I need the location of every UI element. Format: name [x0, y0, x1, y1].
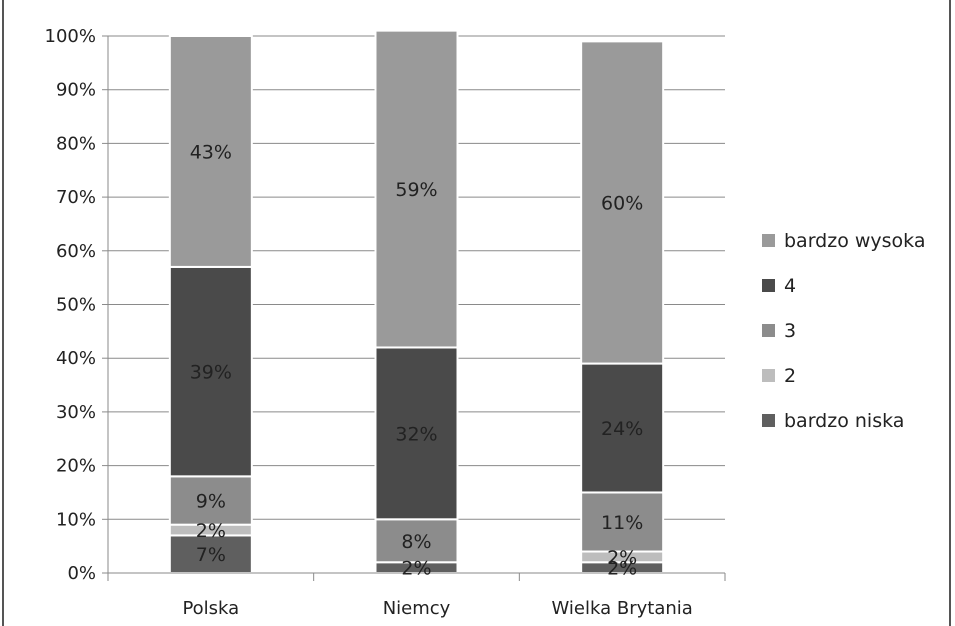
y-tick-label: 80% [56, 133, 96, 154]
y-tick-label: 0% [67, 563, 96, 584]
bar-segment [168, 475, 253, 526]
bar-segment [580, 40, 665, 365]
y-tick-label: 60% [56, 241, 96, 262]
legend-swatch [762, 279, 775, 292]
y-tick-label: 40% [56, 348, 96, 369]
bar-segment [168, 35, 253, 268]
y-tick-label: 30% [56, 402, 96, 423]
data-label: 2% [196, 520, 226, 542]
data-label: 2% [607, 547, 637, 569]
y-tick-label: 70% [56, 187, 96, 208]
bar-segment [168, 534, 253, 574]
legend-swatch [762, 234, 775, 247]
legend-label: bardzo niska [784, 410, 904, 432]
data-label: 24% [601, 418, 643, 440]
legend-label: 2 [784, 365, 796, 387]
x-tick-label: Niemcy [383, 598, 451, 619]
legend-swatch [762, 414, 775, 427]
legend-label: 4 [784, 275, 796, 297]
legend-label: bardzo wysoka [784, 230, 926, 252]
data-label: 2% [607, 558, 637, 580]
y-tick-label: 100% [45, 26, 96, 47]
data-label: 7% [196, 544, 226, 566]
data-label: 2% [401, 558, 431, 580]
data-label: 9% [196, 491, 226, 513]
y-tick-label: 90% [56, 80, 96, 101]
legend-swatch [762, 369, 775, 382]
bars [168, 29, 665, 575]
data-label: 32% [395, 423, 437, 445]
bar-segment [168, 265, 253, 478]
bar-segment [374, 518, 459, 564]
legend: bardzo wysoka 4 3 2 bardzo niska [762, 230, 926, 432]
y-tick-label: 20% [56, 456, 96, 477]
x-tick-label: Polska [182, 598, 239, 619]
legend-label: 3 [784, 320, 796, 342]
x-tick-label: Wielka Brytania [552, 598, 693, 619]
data-labels: 7%2%9%39%43%2%8%32%59%2%2%11%24%60% [190, 141, 644, 579]
data-label: 39% [190, 362, 232, 384]
data-label: 11% [601, 512, 643, 534]
y-tick-label: 50% [56, 295, 96, 316]
bar-segment [374, 346, 459, 521]
data-label: 60% [601, 192, 643, 214]
bar-segment [374, 29, 459, 349]
bar-segment [580, 491, 665, 553]
data-label: 59% [395, 179, 437, 201]
data-label: 8% [401, 531, 431, 553]
legend-swatch [762, 324, 775, 337]
y-tick-label: 10% [56, 509, 96, 530]
data-label: 43% [190, 141, 232, 163]
